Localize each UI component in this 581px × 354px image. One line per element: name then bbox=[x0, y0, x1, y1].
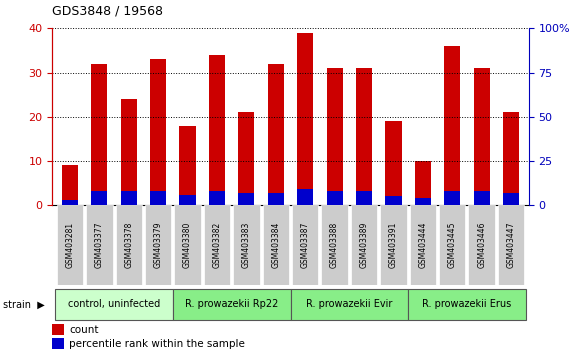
Text: GSM403389: GSM403389 bbox=[360, 222, 368, 268]
Bar bbox=[444, 46, 460, 205]
FancyBboxPatch shape bbox=[263, 205, 289, 285]
Bar bbox=[297, 33, 313, 205]
Text: R. prowazekii Erus: R. prowazekii Erus bbox=[422, 299, 512, 309]
FancyBboxPatch shape bbox=[233, 205, 260, 285]
FancyBboxPatch shape bbox=[55, 289, 173, 320]
Text: GSM403378: GSM403378 bbox=[124, 222, 133, 268]
Bar bbox=[415, 198, 431, 205]
Text: strain  ▶: strain ▶ bbox=[3, 299, 45, 309]
Bar bbox=[62, 200, 78, 205]
Text: GDS3848 / 19568: GDS3848 / 19568 bbox=[52, 5, 163, 18]
Text: GSM403379: GSM403379 bbox=[153, 222, 163, 268]
Bar bbox=[150, 191, 166, 205]
Bar bbox=[91, 191, 107, 205]
Bar bbox=[180, 126, 196, 205]
Bar bbox=[150, 59, 166, 205]
FancyBboxPatch shape bbox=[468, 205, 495, 285]
Text: GSM403382: GSM403382 bbox=[213, 222, 221, 268]
Bar bbox=[356, 191, 372, 205]
Text: R. prowazekii Evir: R. prowazekii Evir bbox=[306, 299, 393, 309]
Text: GSM403387: GSM403387 bbox=[301, 222, 310, 268]
FancyBboxPatch shape bbox=[321, 205, 348, 285]
Bar bbox=[385, 121, 401, 205]
Bar bbox=[444, 191, 460, 205]
Bar bbox=[209, 191, 225, 205]
Bar bbox=[385, 196, 401, 205]
Bar bbox=[327, 191, 343, 205]
Bar bbox=[503, 113, 519, 205]
Bar bbox=[62, 166, 78, 205]
FancyBboxPatch shape bbox=[116, 205, 142, 285]
FancyBboxPatch shape bbox=[204, 205, 230, 285]
FancyBboxPatch shape bbox=[174, 205, 201, 285]
Bar bbox=[297, 189, 313, 205]
Bar bbox=[238, 193, 254, 205]
Bar bbox=[121, 191, 137, 205]
Text: GSM403281: GSM403281 bbox=[66, 222, 74, 268]
Text: GSM403388: GSM403388 bbox=[330, 222, 339, 268]
Text: GSM403446: GSM403446 bbox=[477, 222, 486, 268]
Bar bbox=[180, 195, 196, 205]
FancyBboxPatch shape bbox=[351, 205, 377, 285]
Bar bbox=[238, 113, 254, 205]
FancyBboxPatch shape bbox=[292, 205, 318, 285]
Text: R. prowazekii Rp22: R. prowazekii Rp22 bbox=[185, 299, 278, 309]
FancyBboxPatch shape bbox=[145, 205, 171, 285]
Text: GSM403391: GSM403391 bbox=[389, 222, 398, 268]
Bar bbox=[474, 68, 490, 205]
FancyBboxPatch shape bbox=[408, 289, 526, 320]
Bar bbox=[268, 193, 284, 205]
FancyBboxPatch shape bbox=[86, 205, 113, 285]
Text: GSM403384: GSM403384 bbox=[271, 222, 280, 268]
Bar bbox=[327, 68, 343, 205]
Bar bbox=[503, 193, 519, 205]
Text: GSM403380: GSM403380 bbox=[183, 222, 192, 268]
Text: GSM403383: GSM403383 bbox=[242, 222, 251, 268]
Bar bbox=[91, 64, 107, 205]
FancyBboxPatch shape bbox=[439, 205, 465, 285]
FancyBboxPatch shape bbox=[290, 289, 408, 320]
Text: count: count bbox=[69, 325, 98, 335]
Bar bbox=[268, 64, 284, 205]
Bar bbox=[209, 55, 225, 205]
FancyBboxPatch shape bbox=[380, 205, 407, 285]
FancyBboxPatch shape bbox=[498, 205, 524, 285]
Bar bbox=[474, 191, 490, 205]
Text: GSM403444: GSM403444 bbox=[418, 222, 428, 268]
Text: GSM403445: GSM403445 bbox=[448, 222, 457, 268]
FancyBboxPatch shape bbox=[57, 205, 83, 285]
Bar bbox=[121, 99, 137, 205]
Text: percentile rank within the sample: percentile rank within the sample bbox=[69, 339, 245, 349]
Text: GSM403377: GSM403377 bbox=[95, 222, 104, 268]
FancyBboxPatch shape bbox=[410, 205, 436, 285]
Bar bbox=[356, 68, 372, 205]
Bar bbox=[52, 338, 64, 349]
Text: control, uninfected: control, uninfected bbox=[68, 299, 160, 309]
Text: GSM403447: GSM403447 bbox=[507, 222, 515, 268]
FancyBboxPatch shape bbox=[173, 289, 290, 320]
Bar bbox=[52, 324, 64, 335]
Bar bbox=[415, 161, 431, 205]
